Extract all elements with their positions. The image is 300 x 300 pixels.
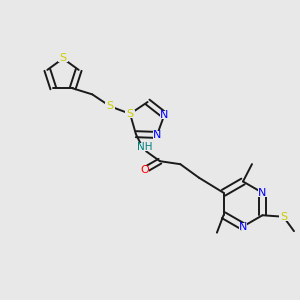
FancyBboxPatch shape bbox=[279, 213, 288, 220]
Text: S: S bbox=[106, 101, 114, 111]
Text: O: O bbox=[140, 165, 149, 175]
FancyBboxPatch shape bbox=[153, 131, 161, 139]
Text: S: S bbox=[59, 53, 67, 64]
FancyBboxPatch shape bbox=[125, 110, 135, 118]
Text: S: S bbox=[280, 212, 287, 222]
Text: S: S bbox=[127, 109, 134, 119]
FancyBboxPatch shape bbox=[58, 55, 68, 62]
FancyBboxPatch shape bbox=[239, 223, 247, 230]
Text: N: N bbox=[258, 188, 267, 198]
Text: N: N bbox=[153, 130, 161, 140]
Text: N: N bbox=[160, 110, 169, 120]
Text: N: N bbox=[239, 221, 247, 232]
FancyBboxPatch shape bbox=[160, 111, 169, 119]
FancyBboxPatch shape bbox=[139, 143, 151, 151]
FancyBboxPatch shape bbox=[140, 166, 148, 174]
FancyBboxPatch shape bbox=[105, 102, 115, 110]
Text: NH: NH bbox=[137, 142, 153, 152]
FancyBboxPatch shape bbox=[258, 189, 267, 197]
